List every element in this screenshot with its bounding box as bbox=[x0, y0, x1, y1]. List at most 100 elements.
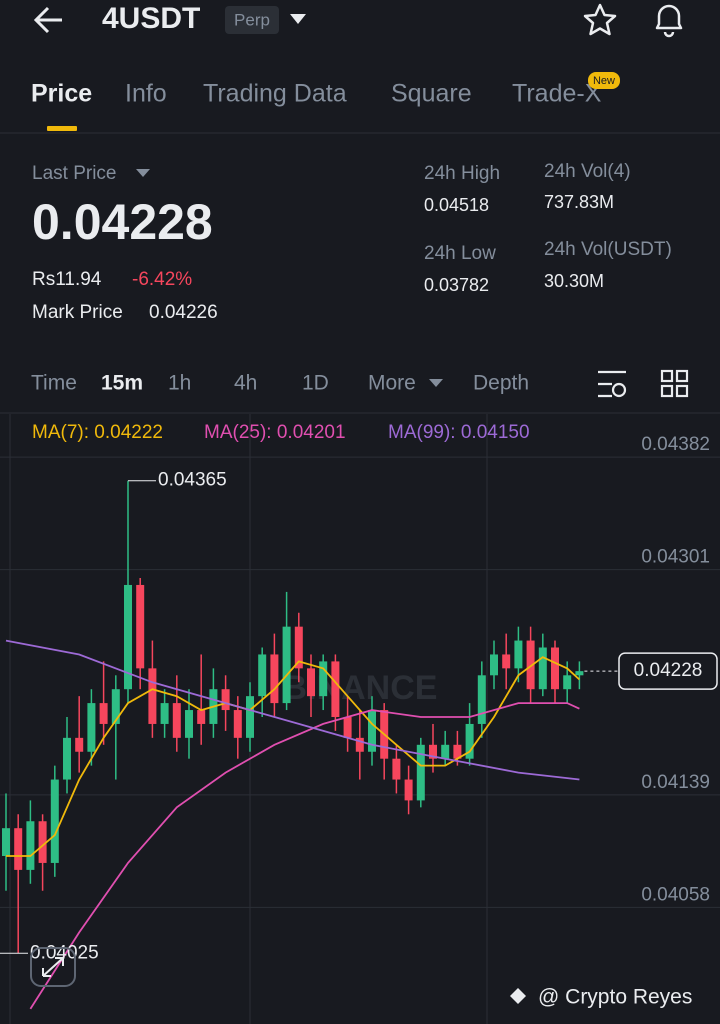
candle-body bbox=[319, 661, 328, 697]
interval[interactable]: Depth bbox=[473, 372, 529, 395]
last-price: 0.04228 bbox=[32, 194, 213, 250]
candle-body bbox=[563, 675, 572, 690]
interval[interactable]: 1h bbox=[168, 372, 191, 395]
candle-body bbox=[258, 654, 267, 697]
candle-body bbox=[246, 696, 254, 738]
candle-body bbox=[87, 703, 96, 752]
y-tick-label: 0.04058 bbox=[641, 884, 710, 905]
y-tick-label: 0.04301 bbox=[641, 547, 710, 568]
dropdown-arrow bbox=[136, 169, 150, 177]
stat-value: 0.03782 bbox=[424, 275, 489, 295]
ma-line bbox=[6, 656, 581, 857]
candle-body bbox=[148, 668, 157, 724]
tab[interactable]: Price bbox=[31, 80, 92, 108]
candle-body bbox=[124, 584, 132, 690]
candle-body bbox=[185, 710, 193, 738]
layout-toggle[interactable] bbox=[660, 369, 689, 398]
candle-body bbox=[50, 779, 59, 863]
interval[interactable]: More bbox=[368, 372, 416, 395]
ma-legend-entry: MA(7): 0.04222 bbox=[32, 422, 163, 443]
last-price-label[interactable]: Last Price bbox=[32, 163, 116, 184]
candle-body bbox=[575, 671, 584, 676]
stat-label: 24h High bbox=[424, 163, 500, 184]
y-tick-label: 0.04139 bbox=[641, 772, 710, 793]
ma-line bbox=[29, 702, 580, 1010]
ma-legend: MA(7): 0.04222 MA(25): 0.04201 MA(99): 0.0… bbox=[32, 422, 530, 443]
candle-body bbox=[111, 689, 120, 724]
tab[interactable]: Trade-X bbox=[512, 80, 602, 108]
mark-price-label: Mark Price bbox=[32, 302, 123, 323]
mark-price: 0.04226 bbox=[149, 302, 218, 323]
indicator-settings[interactable] bbox=[598, 370, 627, 398]
candle-body bbox=[197, 710, 206, 724]
tab[interactable]: Square bbox=[391, 80, 472, 108]
back-button[interactable] bbox=[33, 6, 62, 34]
high-marker-label: 0.04365 bbox=[158, 470, 227, 491]
price-change: -6.42% bbox=[132, 269, 192, 290]
favorite-star[interactable] bbox=[583, 3, 617, 36]
interval[interactable]: 1D bbox=[302, 372, 329, 395]
candle-body bbox=[392, 758, 401, 780]
candle-body bbox=[355, 737, 364, 752]
candle-body bbox=[538, 647, 547, 690]
interval[interactable]: 15m bbox=[101, 372, 143, 395]
dropdown-arrow bbox=[429, 379, 443, 387]
candle-body bbox=[502, 654, 511, 669]
credit-logo bbox=[510, 988, 526, 1004]
candle-body bbox=[331, 661, 340, 717]
candle-body bbox=[75, 737, 84, 752]
candle-body bbox=[270, 654, 279, 704]
candle-body bbox=[172, 703, 181, 738]
candle-body bbox=[429, 744, 437, 759]
bell-icon[interactable] bbox=[655, 4, 683, 38]
perp-badge: Perp bbox=[234, 10, 270, 29]
candle-body bbox=[136, 584, 145, 669]
candle-body bbox=[221, 689, 230, 711]
interval[interactable]: 4h bbox=[234, 372, 257, 395]
y-tick-label: 0.04382 bbox=[641, 434, 710, 455]
stat-label: 24h Vol(USDT) bbox=[544, 239, 672, 260]
candle-body bbox=[416, 744, 425, 801]
stat-label: 24h Vol(4) bbox=[544, 161, 631, 182]
candle-body bbox=[343, 717, 352, 738]
candle-body bbox=[63, 737, 71, 780]
symbol-title: 4USDT bbox=[102, 2, 200, 35]
low-marker-label: 0.04025 bbox=[30, 942, 99, 963]
badge-bg bbox=[225, 6, 279, 34]
tab[interactable]: Trading Data bbox=[203, 80, 347, 108]
ma-legend-entry: MA(99): 0.04150 bbox=[388, 422, 530, 443]
stat-label: 24h Low bbox=[424, 243, 496, 264]
symbol-dropdown[interactable] bbox=[290, 14, 306, 24]
candle-body bbox=[14, 828, 23, 870]
candle-body bbox=[233, 710, 242, 738]
candle-body bbox=[99, 703, 108, 724]
current-price-tag bbox=[618, 652, 718, 690]
local-price: Rs11.94 bbox=[32, 269, 102, 290]
candle-body bbox=[551, 647, 559, 690]
candle-body bbox=[441, 744, 450, 759]
candle-body bbox=[2, 828, 10, 856]
candle-body bbox=[465, 723, 474, 759]
active-tab-indicator bbox=[47, 126, 77, 131]
candle-body bbox=[477, 675, 486, 724]
credit: @ Crypto Reyes bbox=[538, 986, 692, 1009]
ma-legend-entry: MA(25): 0.04201 bbox=[204, 422, 346, 443]
candle-body bbox=[368, 710, 376, 752]
current-price-label: 0.04228 bbox=[634, 660, 703, 681]
tab[interactable]: Info bbox=[125, 80, 167, 108]
watermark: BINANCE bbox=[283, 669, 438, 707]
candle-body bbox=[526, 640, 535, 690]
expand-button[interactable] bbox=[30, 947, 76, 987]
expand-icon bbox=[42, 957, 64, 977]
candle-body bbox=[453, 744, 462, 759]
new-badge-bg bbox=[588, 72, 620, 89]
stat-value: 30.30M bbox=[544, 271, 604, 291]
new-badge: New bbox=[593, 75, 615, 87]
candle-body bbox=[404, 779, 413, 801]
candle-body bbox=[307, 668, 315, 697]
interval[interactable]: Time bbox=[31, 372, 77, 395]
stat-value: 737.83M bbox=[544, 192, 614, 212]
candlestick-chart: 0.04382 0.04301 0.04139 0.04058 0.04365 0.040… bbox=[0, 434, 720, 1010]
